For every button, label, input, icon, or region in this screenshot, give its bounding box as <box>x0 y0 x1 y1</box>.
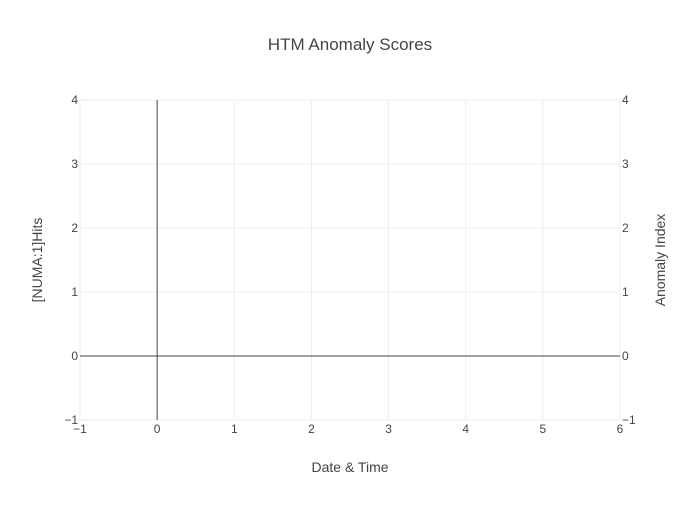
x-tick-label: 1 <box>231 422 238 436</box>
y2-tick-label: 2 <box>622 221 629 235</box>
x-tick-label: 5 <box>540 422 547 436</box>
y-tick-label: 3 <box>71 157 78 171</box>
x-tick-label: 6 <box>617 422 624 436</box>
grid-layer <box>79 99 621 421</box>
y2-tick-label: 3 <box>622 157 629 171</box>
y2-tick-label: 0 <box>622 349 629 363</box>
y2-tick-labels: −1 0 1 2 3 4 <box>622 93 636 427</box>
zero-lines <box>80 100 620 420</box>
x-tick-label: 3 <box>385 422 392 436</box>
y-tick-label: 0 <box>71 349 78 363</box>
y-tick-label: 4 <box>71 93 78 107</box>
y-tick-label: 2 <box>71 221 78 235</box>
y-axis-label: [NUMA:1]Hits <box>29 218 45 303</box>
x-tick-label: −1 <box>73 422 87 436</box>
y-tick-label: 1 <box>71 285 78 299</box>
y2-tick-label: 4 <box>622 93 629 107</box>
y-tick-labels: −1 0 1 2 3 4 <box>64 93 78 427</box>
x-tick-labels: −1 0 1 2 3 4 5 6 <box>73 422 624 436</box>
y2-axis-label: Anomaly Index <box>652 214 668 307</box>
y-tick-label: −1 <box>64 413 78 427</box>
y2-tick-label: 1 <box>622 285 629 299</box>
x-tick-label: 0 <box>154 422 161 436</box>
y2-tick-label: −1 <box>622 413 636 427</box>
x-tick-label: 4 <box>462 422 469 436</box>
chart-title: HTM Anomaly Scores <box>268 35 432 54</box>
x-tick-label: 2 <box>308 422 315 436</box>
x-axis-label: Date & Time <box>311 459 388 475</box>
